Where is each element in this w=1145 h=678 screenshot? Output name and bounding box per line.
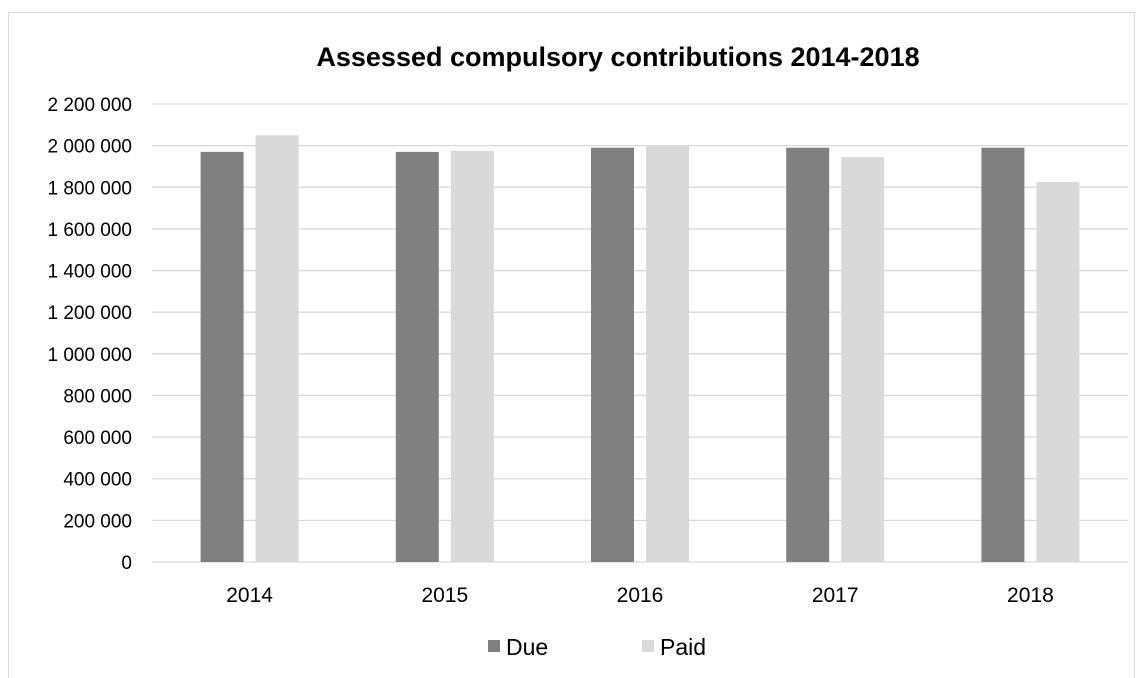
bar-paid-2014	[255, 135, 299, 562]
bar-paid-2016	[646, 145, 689, 563]
y-tick-label: 200 000	[63, 511, 132, 532]
x-tick-label: 2015	[421, 584, 468, 607]
legend-label-paid: Paid	[660, 634, 706, 660]
bar-due-2018	[981, 147, 1025, 562]
bar-due-2014	[200, 151, 244, 562]
y-tick-label: 1 200 000	[47, 303, 132, 324]
bar-due-2016	[591, 147, 634, 562]
x-tick-label: 2018	[1007, 584, 1054, 607]
chart-title: Assessed compulsory contributions 2014-2…	[316, 42, 919, 72]
legend: Due Paid	[488, 634, 706, 660]
x-axis-ticks: 2014 2015 2016 2017 2018	[226, 584, 1054, 607]
chart-frame	[8, 12, 1135, 678]
y-tick-label: 1 400 000	[47, 262, 132, 283]
legend-label-due: Due	[506, 634, 548, 660]
bars	[200, 135, 1080, 563]
gridlines	[152, 103, 1128, 563]
legend-swatch-paid	[642, 640, 654, 652]
bar-due-2015	[395, 151, 439, 562]
y-axis-ticks: 0 200 000 400 000 600 000 800 000 1 000 000 1 …	[47, 95, 132, 574]
bar-paid-2015	[450, 150, 494, 562]
y-tick-label: 600 000	[63, 428, 132, 449]
y-tick-label: 2 200 000	[47, 95, 132, 116]
y-tick-label: 1 800 000	[47, 178, 132, 199]
bar-paid-2017	[841, 157, 885, 562]
bar-paid-2018	[1036, 182, 1080, 562]
x-tick-label: 2017	[812, 584, 859, 607]
y-tick-label: 400 000	[63, 470, 132, 491]
y-tick-label: 1 000 000	[47, 345, 132, 366]
y-tick-label: 800 000	[63, 386, 132, 407]
y-tick-label: 2 000 000	[47, 137, 132, 158]
x-tick-label: 2014	[226, 584, 273, 607]
y-tick-label: 0	[121, 553, 132, 574]
x-tick-label: 2016	[617, 584, 664, 607]
y-tick-label: 1 600 000	[47, 220, 132, 241]
legend-swatch-due	[488, 640, 500, 652]
bar-due-2017	[786, 147, 830, 562]
